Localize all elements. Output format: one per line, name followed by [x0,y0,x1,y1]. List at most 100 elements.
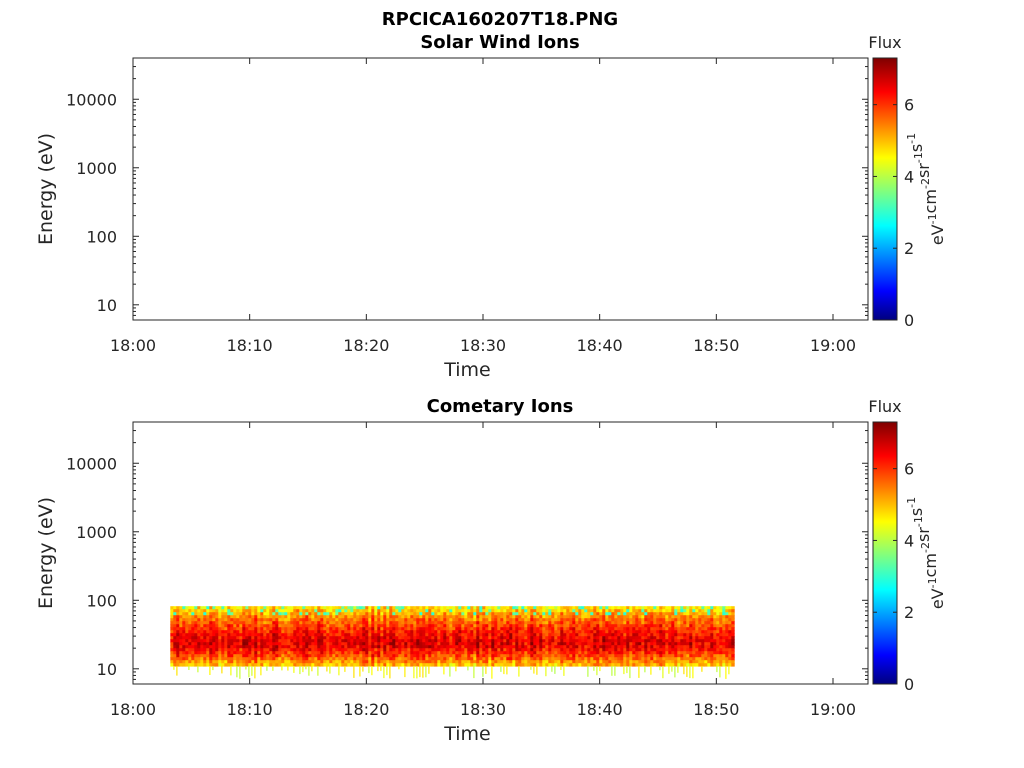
heatmap-cell [359,663,363,667]
heatmap-cell [194,624,198,628]
heatmap-cell [722,618,726,622]
heatmap-cell [344,612,348,616]
heatmap-cell [554,642,558,646]
heatmap-cell [305,612,309,616]
heatmap-cell [689,639,693,643]
heatmap-cell [212,606,216,610]
heatmap-cell [299,618,303,622]
heatmap-cell [479,615,483,619]
heatmap-cell [332,615,336,619]
heatmap-cell [569,645,573,649]
heatmap-cell [347,615,351,619]
heatmap-cell [428,645,432,649]
heatmap-cell [311,609,315,613]
heatmap-cell [524,609,528,613]
heatmap-cell [416,624,420,628]
heatmap-cell [182,639,186,643]
heatmap-cell [554,612,558,616]
heatmap-cell [170,660,174,664]
heatmap-cell [458,648,462,652]
heatmap-cell [203,606,207,610]
heatmap-cell [278,624,282,628]
heatmap-cell [599,627,603,631]
heatmap-cell [437,609,441,613]
heatmap-cell [383,648,387,652]
heatmap-cell [716,651,720,655]
heatmap-cell [449,624,453,628]
y-tick-label: 100 [86,227,117,246]
heatmap-cell [344,645,348,649]
heatmap-cell [686,660,690,664]
heatmap-cell [656,630,660,634]
heatmap-cell [176,636,180,640]
heatmap-cell [704,642,708,646]
heatmap-cell [392,642,396,646]
heatmap-cell [296,627,300,631]
heatmap-cell [182,618,186,622]
heatmap-cell [413,657,417,661]
heatmap-cell [353,633,357,637]
heatmap-cell [272,660,276,664]
heatmap-cell [668,648,672,652]
heatmap-cell [431,621,435,625]
heatmap-cell [242,618,246,622]
heatmap-cell [254,627,258,631]
heatmap-cell [638,651,642,655]
heatmap-cell [356,657,360,661]
heatmap-cell [620,654,624,658]
heatmap-cell [170,615,174,619]
heatmap-cell [566,633,570,637]
heatmap-cell [563,612,567,616]
heatmap-cell [353,660,357,664]
heatmap-cell [584,642,588,646]
heatmap-cell [203,627,207,631]
heatmap-cell [686,606,690,610]
heatmap-cell [191,642,195,646]
heatmap-cell [416,633,420,637]
heatmap-cell [575,606,579,610]
heatmap-cell [599,615,603,619]
heatmap-cell [644,633,648,637]
heatmap-cell [563,660,567,664]
heatmap-cell [416,648,420,652]
heatmap-cell [545,618,549,622]
heatmap-cell [248,633,252,637]
heatmap-fleck [305,666,307,670]
heatmap-cell [206,660,210,664]
heatmap-cell [215,633,219,637]
heatmap-cell [533,633,537,637]
heatmap-cell [404,642,408,646]
heatmap-cell [503,627,507,631]
heatmap-cell [215,621,219,625]
heatmap-cell [659,639,663,643]
heatmap-cell [407,633,411,637]
heatmap-cell [521,618,525,622]
heatmap-fleck [701,666,703,672]
heatmap-cell [722,612,726,616]
heatmap-cell [632,639,636,643]
heatmap-cell [596,654,600,658]
heatmap-cell [674,630,678,634]
heatmap-cell [287,636,291,640]
heatmap-cell [233,639,237,643]
heatmap-cell [416,615,420,619]
heatmap-cell [281,651,285,655]
heatmap-cell [635,627,639,631]
heatmap-cell [254,648,258,652]
heatmap-cell [344,660,348,664]
colorbar-title: Flux [868,33,901,52]
heatmap-cell [269,633,273,637]
heatmap-cell [341,657,345,661]
heatmap-fleck [728,666,730,675]
heatmap-cell [461,627,465,631]
heatmap-cell [599,660,603,664]
heatmap-cell [653,657,657,661]
heatmap-cell [314,612,318,616]
heatmap-cell [269,624,273,628]
heatmap-cell [260,654,264,658]
heatmap-cell [578,654,582,658]
heatmap-cell [260,606,264,610]
heatmap-cell [530,627,534,631]
heatmap-cell [560,606,564,610]
heatmap-cell [299,663,303,667]
